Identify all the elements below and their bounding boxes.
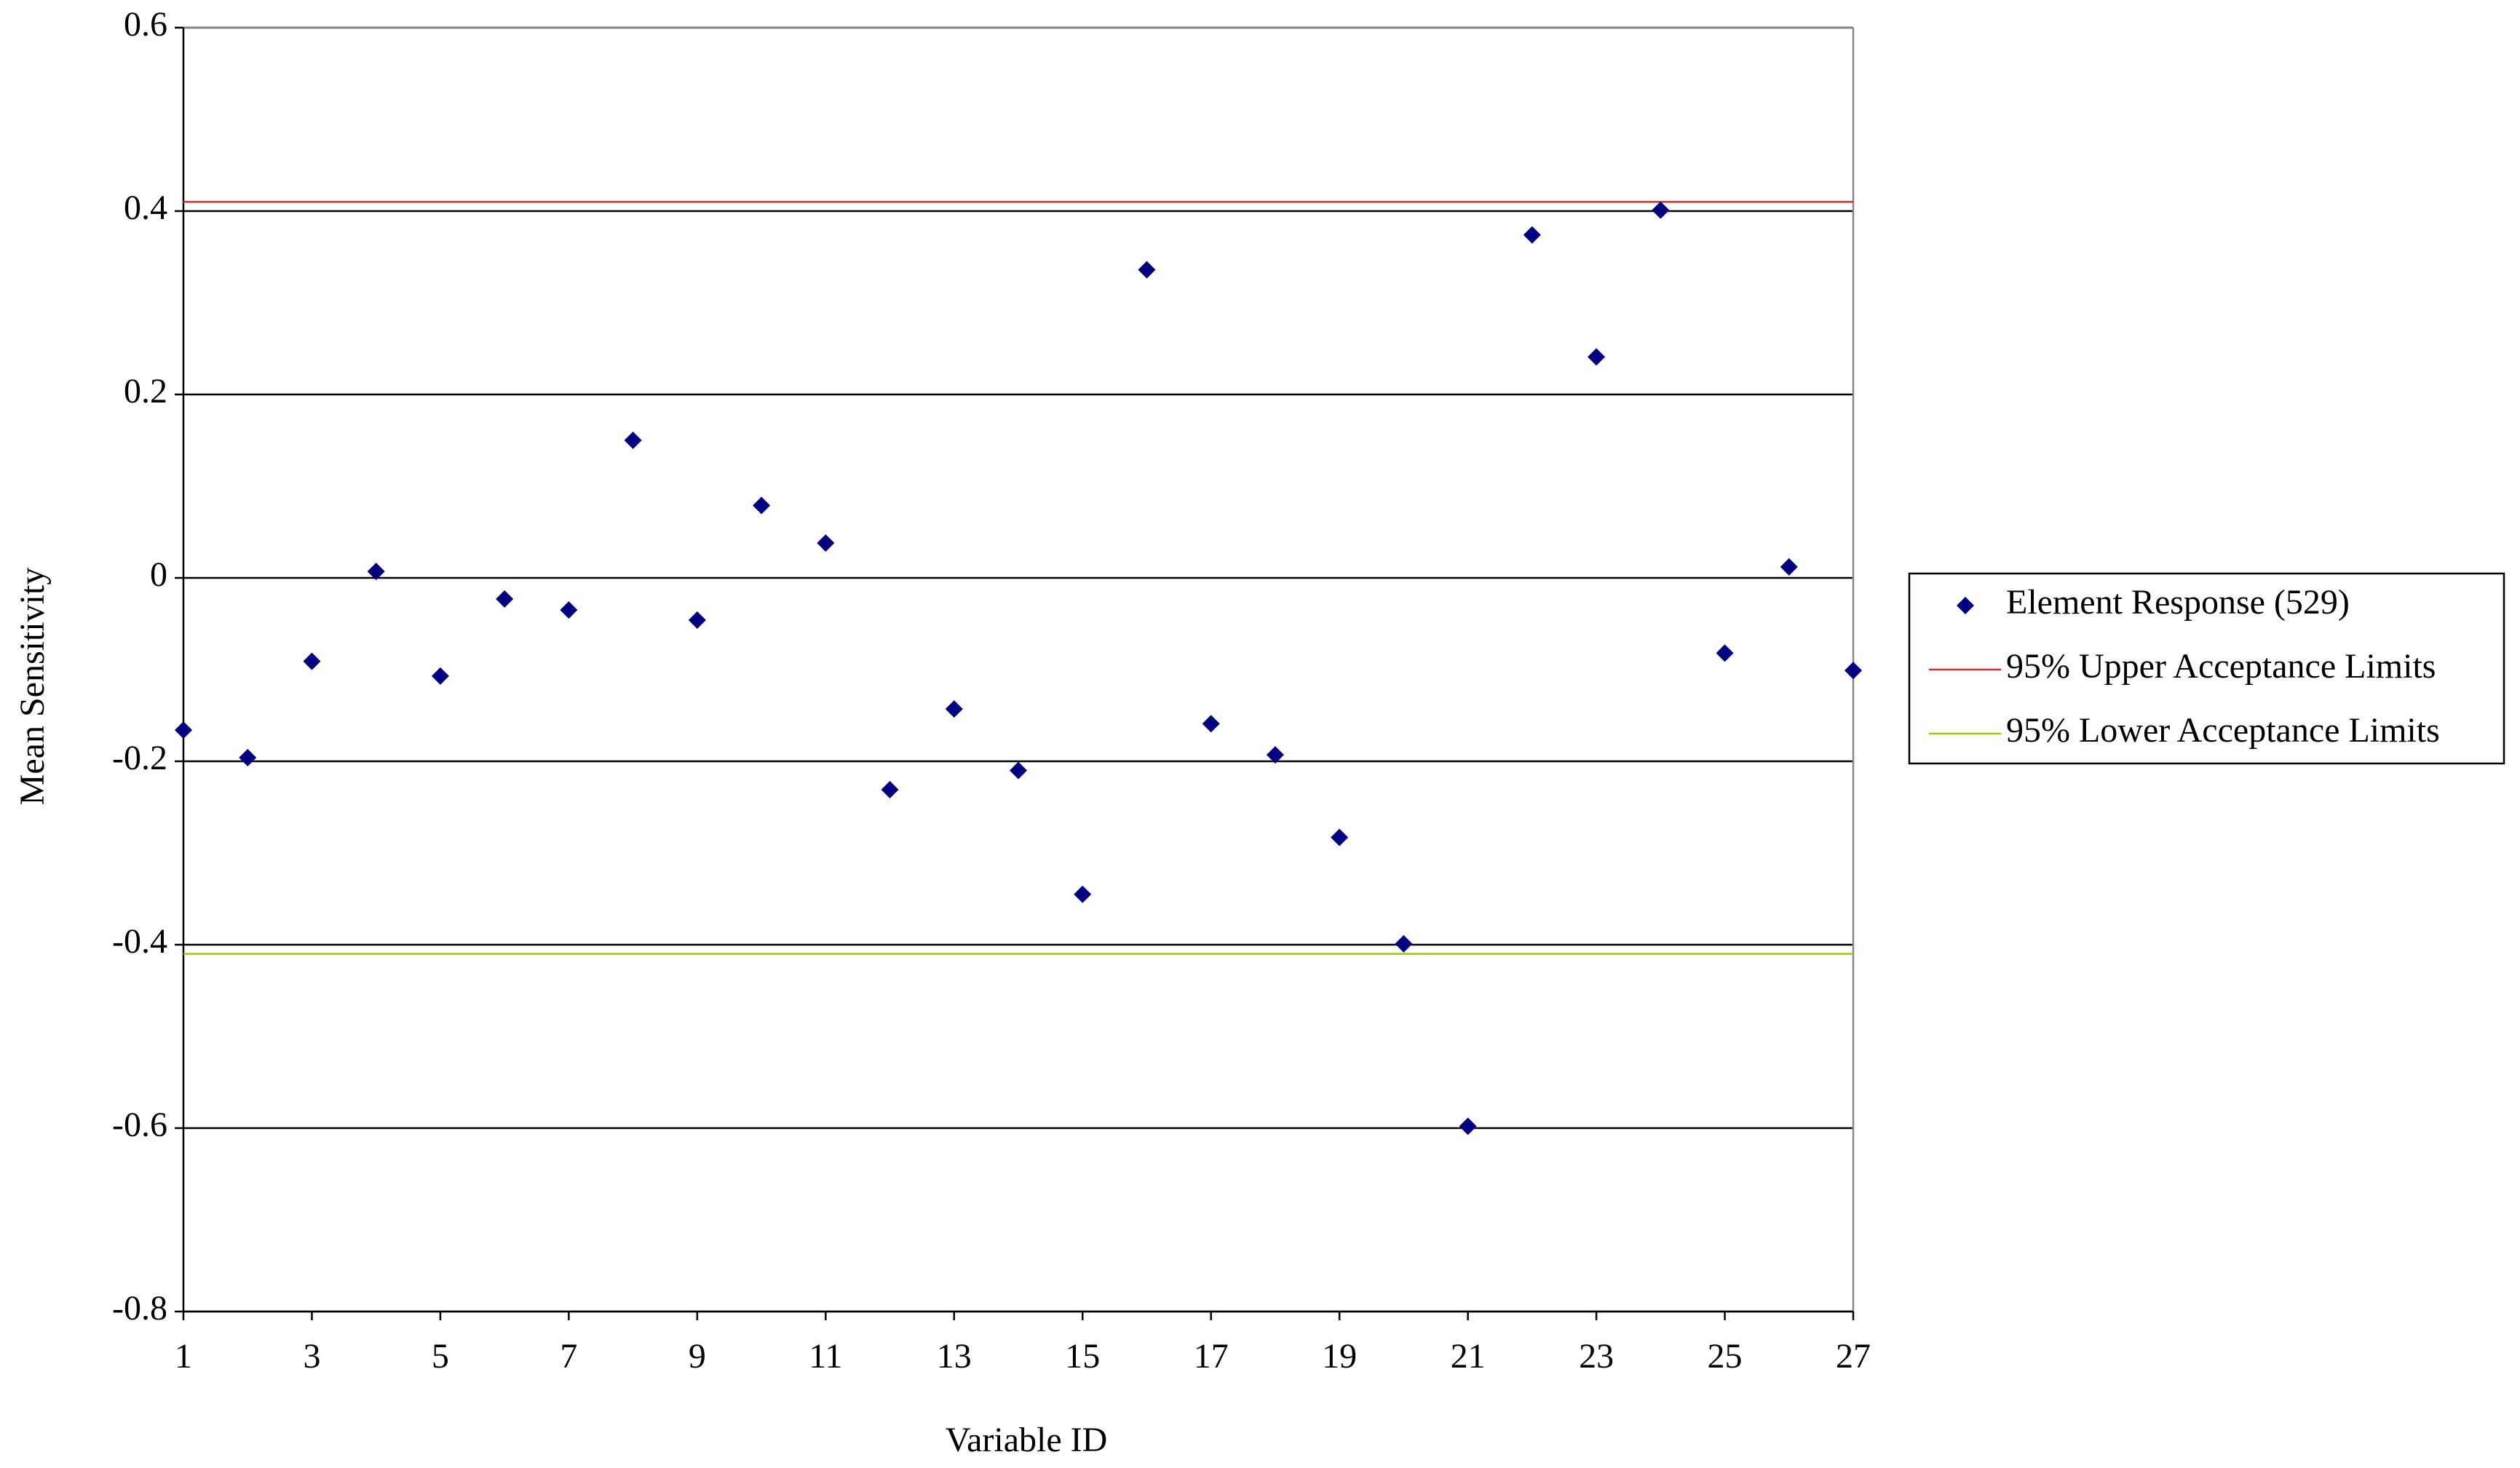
- y-tick-label: 0.2: [124, 372, 167, 410]
- x-tick-label: 7: [560, 1337, 577, 1376]
- x-tick-label: 17: [1194, 1337, 1229, 1376]
- scatter-point: [560, 601, 578, 619]
- scatter-point: [1845, 662, 1862, 680]
- y-tick-label: 0: [150, 555, 167, 594]
- x-tick-label: 5: [432, 1337, 449, 1376]
- scatter-point: [1395, 935, 1413, 953]
- y-tick-label: -0.6: [112, 1106, 167, 1144]
- y-tick-label: -0.2: [112, 739, 167, 777]
- scatter-point: [1202, 715, 1220, 733]
- legend-label: 95% Upper Acceptance Limits: [2006, 647, 2436, 686]
- scatter-point: [1652, 201, 1670, 219]
- x-tick-label: 23: [1579, 1337, 1614, 1376]
- legend-label: 95% Lower Acceptance Limits: [2006, 711, 2440, 750]
- scatter-point: [1780, 558, 1798, 576]
- scatter-point: [1588, 348, 1606, 366]
- y-tick-label: -0.8: [112, 1289, 167, 1328]
- scatter-point: [1266, 746, 1284, 764]
- x-tick-label: 25: [1708, 1337, 1743, 1376]
- scatter-point: [1074, 885, 1092, 903]
- scatter-point: [945, 700, 963, 718]
- y-tick-label: -0.4: [112, 922, 167, 961]
- scatter-point: [881, 781, 899, 799]
- scatter-point: [496, 590, 514, 608]
- x-tick-label: 19: [1322, 1337, 1357, 1376]
- x-tick-label: 11: [809, 1337, 842, 1376]
- scatter-point: [431, 667, 449, 685]
- scatter-point: [1010, 761, 1027, 779]
- x-tick-label: 13: [937, 1337, 972, 1376]
- scatter-point: [1523, 226, 1541, 244]
- x-tick-label: 1: [175, 1337, 192, 1376]
- scatter-point: [1138, 261, 1156, 279]
- scatter-point: [1331, 828, 1349, 846]
- scatter-point: [817, 534, 835, 552]
- y-axis-label: Mean Sensitivity: [13, 568, 52, 806]
- legend-box: [1908, 572, 2505, 765]
- x-tick-label: 3: [303, 1337, 320, 1376]
- scatter-point: [1716, 644, 1734, 662]
- y-tick-label: 0.6: [124, 5, 167, 44]
- scatter-point: [624, 432, 642, 449]
- scatter-point: [239, 748, 257, 766]
- x-tick-label: 9: [689, 1337, 706, 1376]
- x-tick-label: 15: [1065, 1337, 1100, 1376]
- scatter-point: [367, 563, 385, 581]
- y-tick-label: 0.4: [124, 189, 167, 227]
- x-tick-label: 27: [1836, 1337, 1871, 1376]
- scatter-point: [1459, 1117, 1477, 1135]
- legend-label: Element Response (529): [2006, 583, 2350, 622]
- legend-marker: [1957, 597, 1974, 614]
- scatter-point: [303, 652, 321, 670]
- scatter-point: [175, 721, 192, 739]
- x-tick-label: 21: [1451, 1337, 1486, 1376]
- x-axis-label: Variable ID: [946, 1421, 1108, 1459]
- scatter-point: [688, 611, 706, 629]
- scatter-point: [753, 496, 771, 515]
